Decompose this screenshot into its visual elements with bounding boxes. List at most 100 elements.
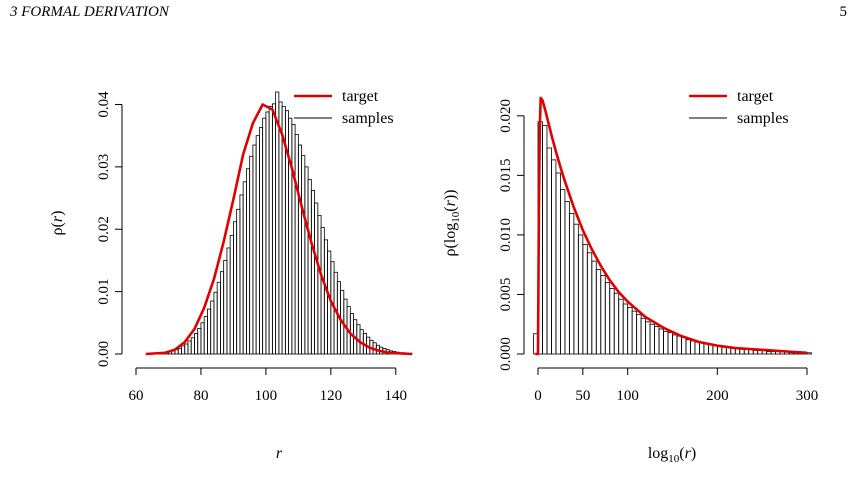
histogram-bar [739,348,745,355]
histogram-bar [766,351,772,355]
histogram-bar [307,178,312,355]
histogram-bar [636,314,642,355]
histogram-bar [573,223,579,355]
x-tick-label: 120 [320,388,343,404]
histogram-bar [255,135,260,355]
y-tick-label: 0.01 [96,278,112,304]
x-tick-label: 300 [796,388,819,404]
histogram-bar [577,234,584,355]
histogram-bar [245,168,251,355]
histogram-bar [213,291,218,355]
histogram-bar [229,235,234,355]
histogram-bar [546,147,552,355]
histogram-bar [216,281,221,355]
histogram-bar [258,127,264,355]
histogram-bar [568,213,575,355]
histogram-bar [613,292,620,355]
target-line [535,96,808,356]
histogram-bar [645,321,651,355]
histogram-bar [690,340,696,355]
histogram-bar [712,345,718,355]
histogram-bar [320,226,325,355]
legend-label-target: target [342,88,379,105]
histogram-bar [542,124,548,355]
histogram-bar [685,339,691,355]
histogram-bar [194,333,199,355]
page-number: 5 [839,4,848,20]
y-tick-label: 0.020 [498,99,514,133]
histogram-bar [210,300,215,355]
histogram-bar [203,316,208,355]
x-tick-label: 80 [193,388,208,404]
histogram-bar [654,326,660,355]
histogram-bar [564,201,570,355]
histogram-bar [640,317,646,355]
histogram-bar [600,274,606,355]
y-tick-label: 0.04 [96,91,112,118]
histogram-bar [676,335,682,355]
histogram-bar [190,337,195,355]
histogram-bar [586,252,593,355]
histogram-bar [560,189,566,355]
histogram-bar [268,105,273,355]
y-tick-label: 0.03 [96,154,112,180]
legend-label-samples: samples [737,110,789,127]
histogram-bar [288,117,293,355]
histogram-bar [609,288,615,355]
histogram-bar [181,345,186,355]
section-header: 3 FORMAL DERIVATION [10,4,169,20]
x-tick-label: 200 [706,388,729,404]
chart-2: 0 50 100 200 300 0.000 0.005 0.010 0.015 0.020 tar… [498,88,818,404]
histogram-bar [223,260,228,355]
histogram-bar [301,155,306,355]
histogram-bar [197,328,202,355]
y-tick-label: 0.015 [498,158,514,192]
histogram-bar [672,334,678,355]
histogram-bar [752,350,759,355]
histogram-bar [200,322,205,355]
y-tick-label: 0.000 [498,337,514,371]
histogram-bar [694,341,700,355]
x-tick-label: 60 [129,388,144,404]
histogram-bar [663,330,669,355]
histogram-bar [595,269,602,355]
histogram-bar [806,352,812,355]
histogram-bar [271,103,277,355]
histogram-bar [252,144,257,355]
histogram-bar [291,124,296,355]
histogram-bar [627,307,633,355]
histogram-bar [667,332,673,355]
histogram-bar [317,215,322,355]
y-axis-title-2: ρ(log10(r)) [442,190,462,257]
histogram-bar [242,181,247,355]
histogram-bar [294,134,299,355]
histogram-bar [262,117,267,355]
histogram-bar [622,303,629,355]
histogram-bar [551,159,557,355]
y-tick-label: 0.010 [498,218,514,252]
histogram-bar [236,208,241,355]
histogram-bar [681,336,687,355]
x-tick-label: 0 [534,388,542,404]
histogram-bar [249,155,254,355]
histogram-bar [278,101,283,355]
histogram-bar [226,247,231,355]
histogram-bar [239,194,244,355]
histogram-bar [658,328,664,355]
histogram-bar [275,91,280,355]
x-tick-label: 100 [255,388,278,404]
histogram-bar [265,111,270,355]
x-axis-title-1: r [276,445,283,462]
histogram-bar [207,308,212,355]
histogram-bar [297,144,303,355]
legend-label-target: target [737,88,774,105]
x-tick-label: 140 [385,388,408,404]
histogram-bar [618,298,624,355]
y-tick-label: 0.00 [96,341,112,367]
histogram-bar [591,260,597,355]
histogram-bar [310,190,315,355]
chart-1: 60 80 100 120 140 0.00 0.01 0.02 0.03 0.04 target s… [96,88,413,404]
histogram-bar [631,310,638,355]
histogram-bar [582,244,588,355]
